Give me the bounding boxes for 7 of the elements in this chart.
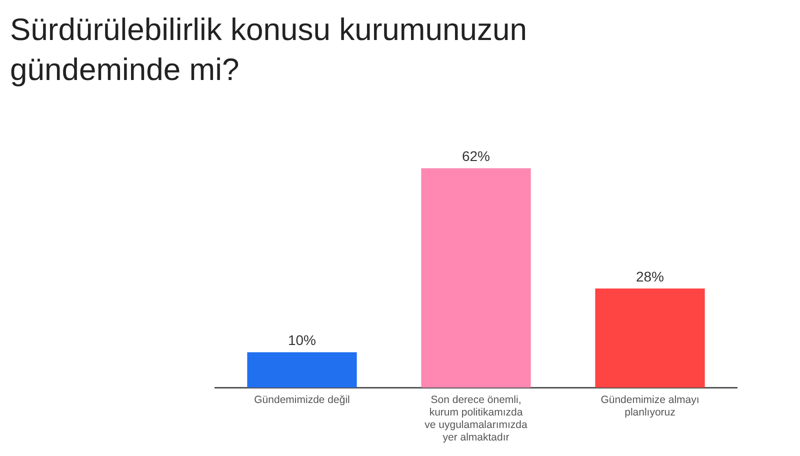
x-tick-label: Gündemimize almayı planlıyoruz xyxy=(600,394,700,418)
data-label: 10% xyxy=(288,332,316,348)
chart-title: Sürdürülebilirlik konusu kurumunuzun gündeminde mi? xyxy=(10,11,528,89)
x-tick-label: Son derece önemli, kurum politikamızda ve uygulamalarımızda yer almaktadır xyxy=(424,394,528,444)
data-label: 28% xyxy=(636,268,664,284)
x-tick-label: Gündemimizde değil xyxy=(254,394,350,406)
data-label: 62% xyxy=(462,148,490,164)
